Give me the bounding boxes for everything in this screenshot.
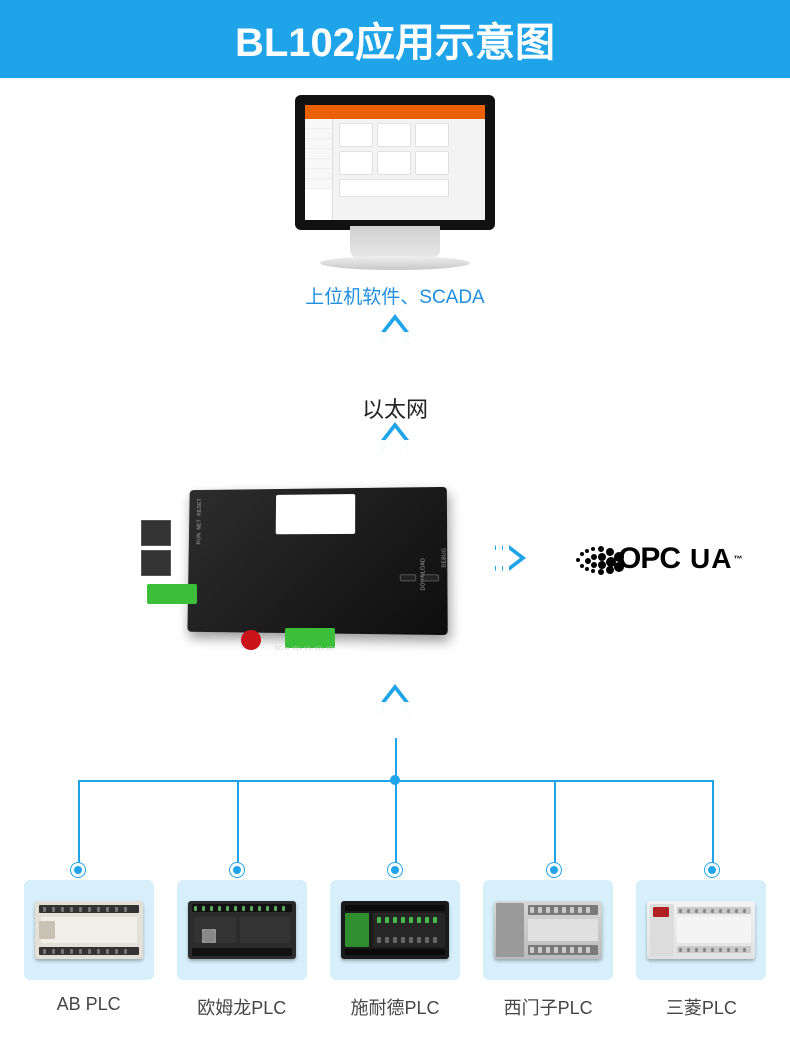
scada-terminal: 上位机软件、SCADA (275, 95, 515, 309)
monitor-icon (295, 95, 495, 230)
scada-label-right: SCADA (419, 287, 484, 308)
gateway-device: RUN NET RESET DOWNLOAD DEBUG DC In V1+ V… (155, 480, 475, 665)
plc-box (483, 880, 613, 980)
plc-label: 欧姆龙PLC (172, 994, 312, 1020)
arrow-up-2 (381, 428, 409, 446)
arrow-up-1 (381, 320, 409, 338)
plc-box (636, 880, 766, 980)
opc-ua-logo: OPC UA ™ (570, 542, 741, 576)
plc-row: AB PLC 欧姆龙PLC 施耐德PLC 西门子PLC 三菱PLC (0, 880, 790, 1020)
ethernet-label: 以太网 (362, 392, 428, 424)
title-bar: BL102应用示意图 (0, 0, 790, 78)
plc-item-0: AB PLC (19, 880, 159, 1020)
scada-label: 上位机软件、SCADA (275, 282, 515, 309)
plc-item-3: 西门子PLC (478, 880, 618, 1020)
plc-item-4: 三菱PLC (631, 880, 771, 1020)
scada-label-left: 上位机软件、 (305, 287, 419, 308)
plc-box (177, 880, 307, 980)
opc-text-sub: UA (690, 543, 732, 575)
opc-text-main: OPC (618, 542, 680, 576)
plc-label: 三菱PLC (631, 994, 771, 1020)
plc-label: 施耐德PLC (325, 994, 465, 1020)
plc-box (330, 880, 460, 980)
plc-item-1: 欧姆龙PLC (172, 880, 312, 1020)
arrow-up-3 (381, 690, 409, 708)
page-title: BL102应用示意图 (235, 10, 555, 68)
plc-item-2: 施耐德PLC (325, 880, 465, 1020)
plc-label: AB PLC (19, 994, 159, 1015)
arrow-right-opc (500, 545, 521, 571)
plc-box (24, 880, 154, 980)
plc-label: 西门子PLC (478, 994, 618, 1020)
